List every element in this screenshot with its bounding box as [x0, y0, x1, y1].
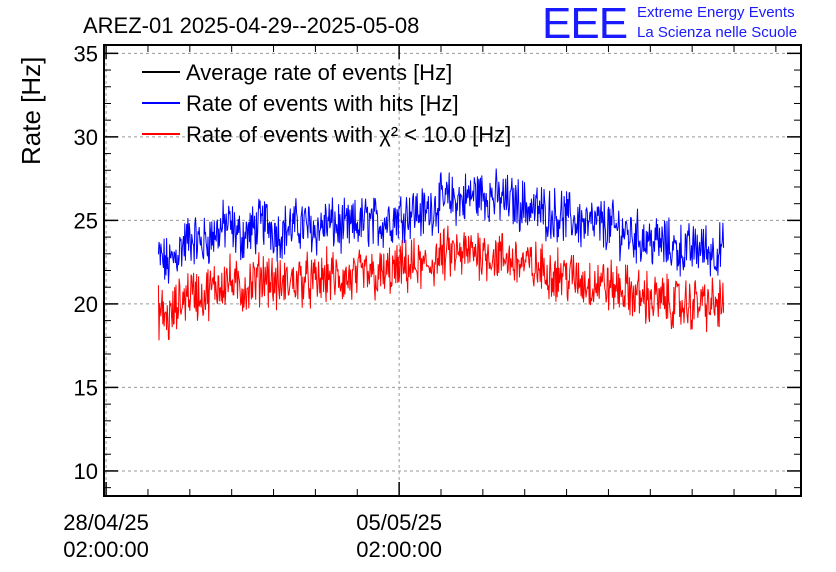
- logo-line-2: La Scienza nelle Scuole: [637, 24, 798, 41]
- y-axis-label: Rate [Hz]: [16, 57, 46, 165]
- legend-label-2: Rate of events with hits [Hz]: [186, 91, 459, 116]
- logo-line-1: Extreme Energy Events: [637, 4, 795, 21]
- series-layer: [157, 168, 725, 341]
- x-tick-label-date: 05/05/25: [356, 510, 442, 535]
- y-tick-label: 35: [74, 41, 98, 66]
- chart-title: AREZ-01 2025-04-29--2025-05-08: [83, 13, 419, 38]
- series-line-2: [157, 168, 725, 284]
- tick-labels: 10152025303528/04/2502:00:0005/05/2502:0…: [63, 41, 442, 562]
- legend: Average rate of events [Hz] Rate of event…: [142, 60, 511, 147]
- legend-label-1: Average rate of events [Hz]: [186, 60, 452, 85]
- series-line-3: [157, 225, 725, 341]
- x-tick-label-time: 02:00:00: [63, 537, 149, 562]
- y-tick-label: 25: [74, 208, 98, 233]
- eee-logo: EEE: [542, 0, 628, 48]
- y-tick-label: 10: [74, 459, 98, 484]
- y-tick-label: 30: [74, 125, 98, 150]
- y-tick-label: 20: [74, 292, 98, 317]
- y-tick-label: 15: [74, 375, 98, 400]
- axis-ticks: [104, 45, 801, 496]
- x-tick-label-time: 02:00:00: [356, 537, 442, 562]
- legend-label-3: Rate of events with χ² < 10.0 [Hz]: [186, 122, 511, 147]
- x-tick-label-date: 28/04/25: [63, 510, 149, 535]
